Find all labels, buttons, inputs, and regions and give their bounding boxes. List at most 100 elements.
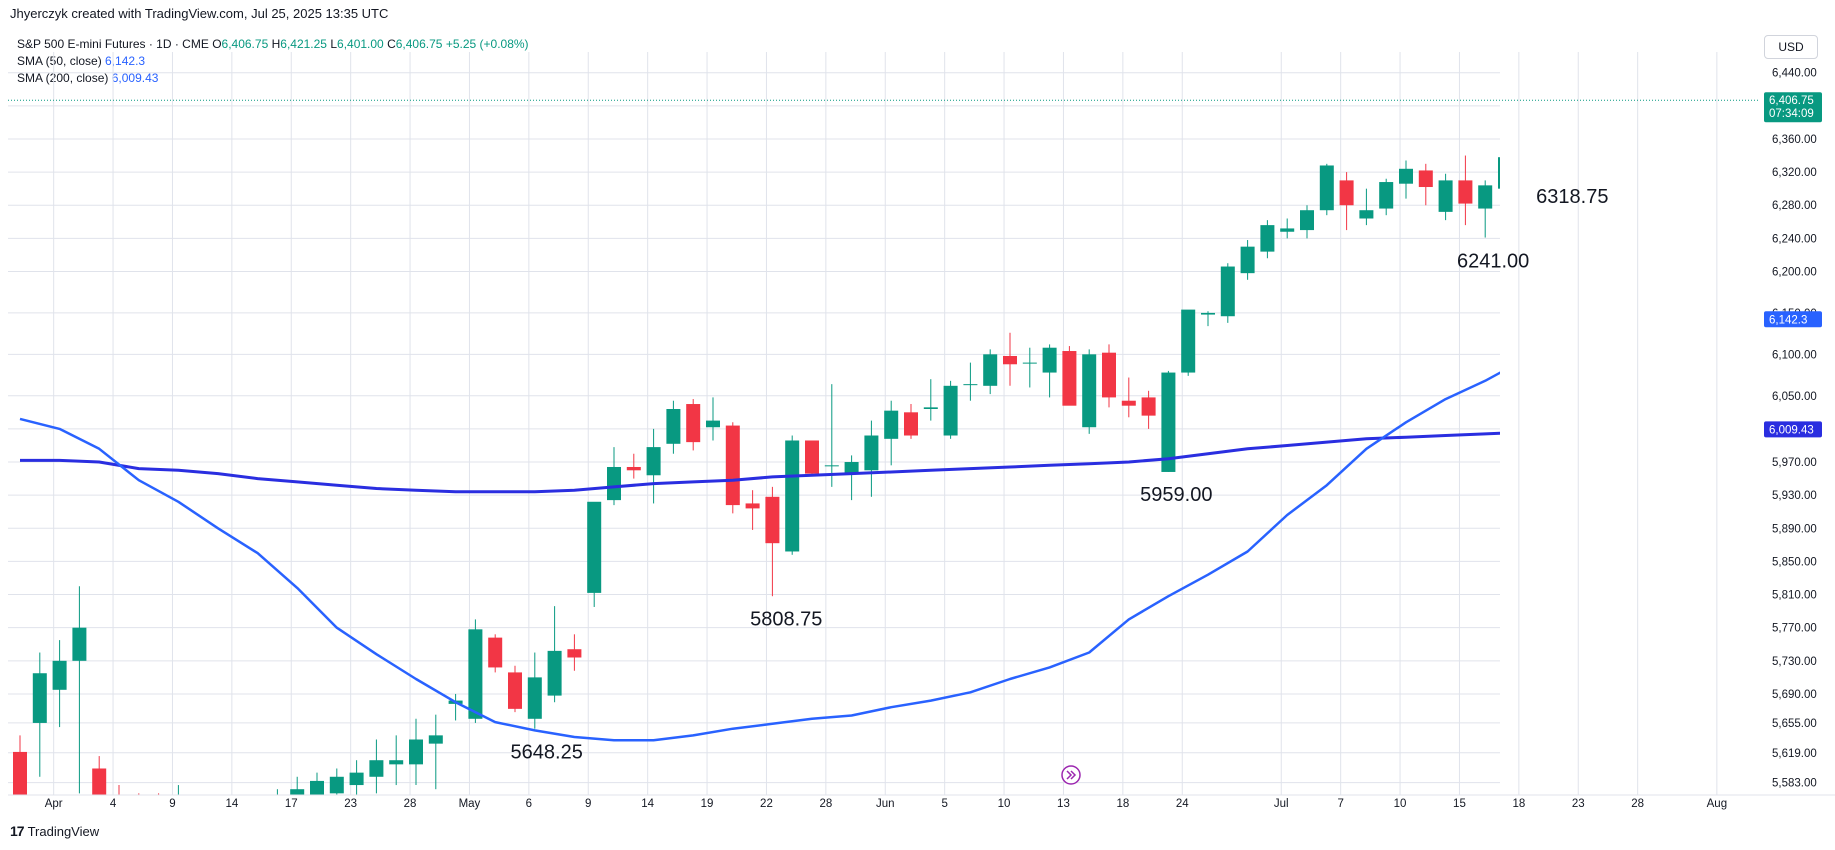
last-price-label: 6,406.75: [1769, 95, 1814, 107]
candle-body: [251, 810, 265, 822]
price-tick-label: 5,690.00: [1772, 689, 1817, 701]
symbol-name[interactable]: S&P 500 E-mini Futures · 1D · CME: [17, 37, 209, 51]
candle-body: [864, 435, 879, 471]
price-tick-label: 5,770.00: [1772, 623, 1817, 635]
creator-note: Jhyerczyk created with TradingView.com, …: [10, 6, 389, 21]
tradingview-footer[interactable]: 17 TradingView: [10, 823, 99, 839]
time-tick-label: 10: [998, 798, 1011, 810]
close-value: 6,406.75: [395, 37, 443, 51]
candle-body: [32, 673, 47, 723]
price-tick-label: 5,850.00: [1772, 556, 1817, 568]
sma200-axis-label: 6,009.43: [1769, 424, 1814, 436]
time-tick-label: 9: [169, 798, 175, 810]
time-tick-label: 28: [404, 798, 417, 810]
candle-body: [745, 503, 760, 509]
price-tick-label: 5,930.00: [1772, 490, 1817, 502]
candle-body: [1161, 372, 1176, 472]
candle-body: [1339, 180, 1354, 206]
time-tick-label: 22: [760, 798, 773, 810]
time-tick-label: 23: [344, 798, 357, 810]
price-tick-label: 6,440.00: [1772, 68, 1817, 80]
candle-body: [785, 440, 800, 552]
time-tick-label: 15: [1453, 798, 1466, 810]
low-value: 6,401.00: [337, 37, 384, 51]
candle-body: [290, 789, 305, 795]
candle-body: [191, 818, 205, 830]
symbol-line: S&P 500 E-mini Futures · 1D · CME O6,406…: [17, 36, 529, 53]
candle-body: [468, 629, 483, 719]
candle-body: [963, 384, 978, 386]
currency-button[interactable]: USD: [1764, 35, 1818, 59]
time-tick-label: 28: [819, 798, 832, 810]
time-tick-label: Aug: [1707, 798, 1727, 810]
sma50-line: [19, 371, 1500, 742]
time-tick-label: 14: [225, 798, 238, 810]
time-tick-label: 10: [1394, 798, 1407, 810]
candle-body: [1557, 156, 1571, 157]
candle-body: [1062, 351, 1077, 406]
plot-area: [13, 100, 1631, 834]
time-tick-label: Jul: [1274, 798, 1289, 810]
time-tick-label: 5: [941, 798, 947, 810]
candle-body: [231, 826, 245, 834]
candle-body: [547, 650, 562, 696]
sma200-legend-label: SMA (200, close): [17, 71, 109, 85]
time-tick-label: 13: [1057, 798, 1070, 810]
time-tick-label: 19: [701, 798, 714, 810]
price-tick-label: 6,100.00: [1772, 349, 1817, 361]
candle-body: [508, 672, 522, 709]
candle-body: [1220, 266, 1235, 317]
candle-body: [1577, 109, 1591, 150]
candle-body: [13, 751, 27, 795]
candle-body: [983, 354, 998, 386]
candle-body: [92, 768, 107, 795]
candle-body: [1617, 100, 1631, 105]
last-price-label-countdown: 07:34:09: [1769, 108, 1814, 120]
price-tick-label: 6,360.00: [1772, 134, 1817, 146]
candle-body: [409, 739, 423, 765]
time-tick-label: Jun: [876, 798, 895, 810]
candle-body: [1102, 352, 1116, 398]
sma50-legend[interactable]: SMA (50, close) 6,142.3: [17, 53, 529, 70]
price-tick-label: 5,810.00: [1772, 590, 1817, 602]
candle-body: [527, 677, 542, 719]
candle-body: [1319, 165, 1334, 211]
time-tick-label: 7: [1337, 798, 1343, 810]
candle-body: [1003, 355, 1017, 365]
price-tick-label: 5,730.00: [1772, 656, 1817, 668]
time-tick-label: May: [459, 798, 481, 810]
tradingview-logo-icon: 17: [10, 823, 25, 839]
candle-body: [666, 409, 681, 444]
scroll-button[interactable]: [1061, 765, 1081, 785]
sma200-line: [20, 431, 1500, 494]
candle-body: [765, 496, 780, 544]
candle-body: [1280, 228, 1295, 232]
candle-body: [1181, 309, 1196, 373]
candle-body: [488, 637, 503, 668]
price-tick-label: 5,655.00: [1772, 718, 1817, 730]
candle-body: [626, 466, 641, 471]
sma50-legend-label: SMA (50, close): [17, 54, 102, 68]
candle-body: [349, 772, 364, 786]
sma200-legend[interactable]: SMA (200, close) 6,009.43: [17, 70, 529, 87]
candle-body: [1359, 210, 1374, 219]
candle-body: [884, 410, 899, 439]
candle-body: [52, 660, 67, 690]
candle-body: [1518, 156, 1532, 164]
sma50-axis-label-bg: [1764, 311, 1822, 328]
price-annotation: 5959.00: [1140, 484, 1212, 506]
price-tick-label: 6,280.00: [1772, 200, 1817, 212]
candle-body: [1538, 154, 1552, 161]
sma200-axis-label-bg: [1764, 421, 1822, 438]
candle-body: [132, 802, 146, 806]
candle-body: [310, 780, 324, 795]
candle-body: [1399, 168, 1413, 184]
candle-body: [1300, 210, 1314, 231]
time-tick-label: 17: [285, 798, 298, 810]
candle-body: [943, 385, 958, 436]
candle-body: [844, 462, 859, 474]
time-tick-label: 14: [641, 798, 654, 810]
candle-body: [1458, 180, 1473, 204]
candle-body: [369, 760, 384, 777]
